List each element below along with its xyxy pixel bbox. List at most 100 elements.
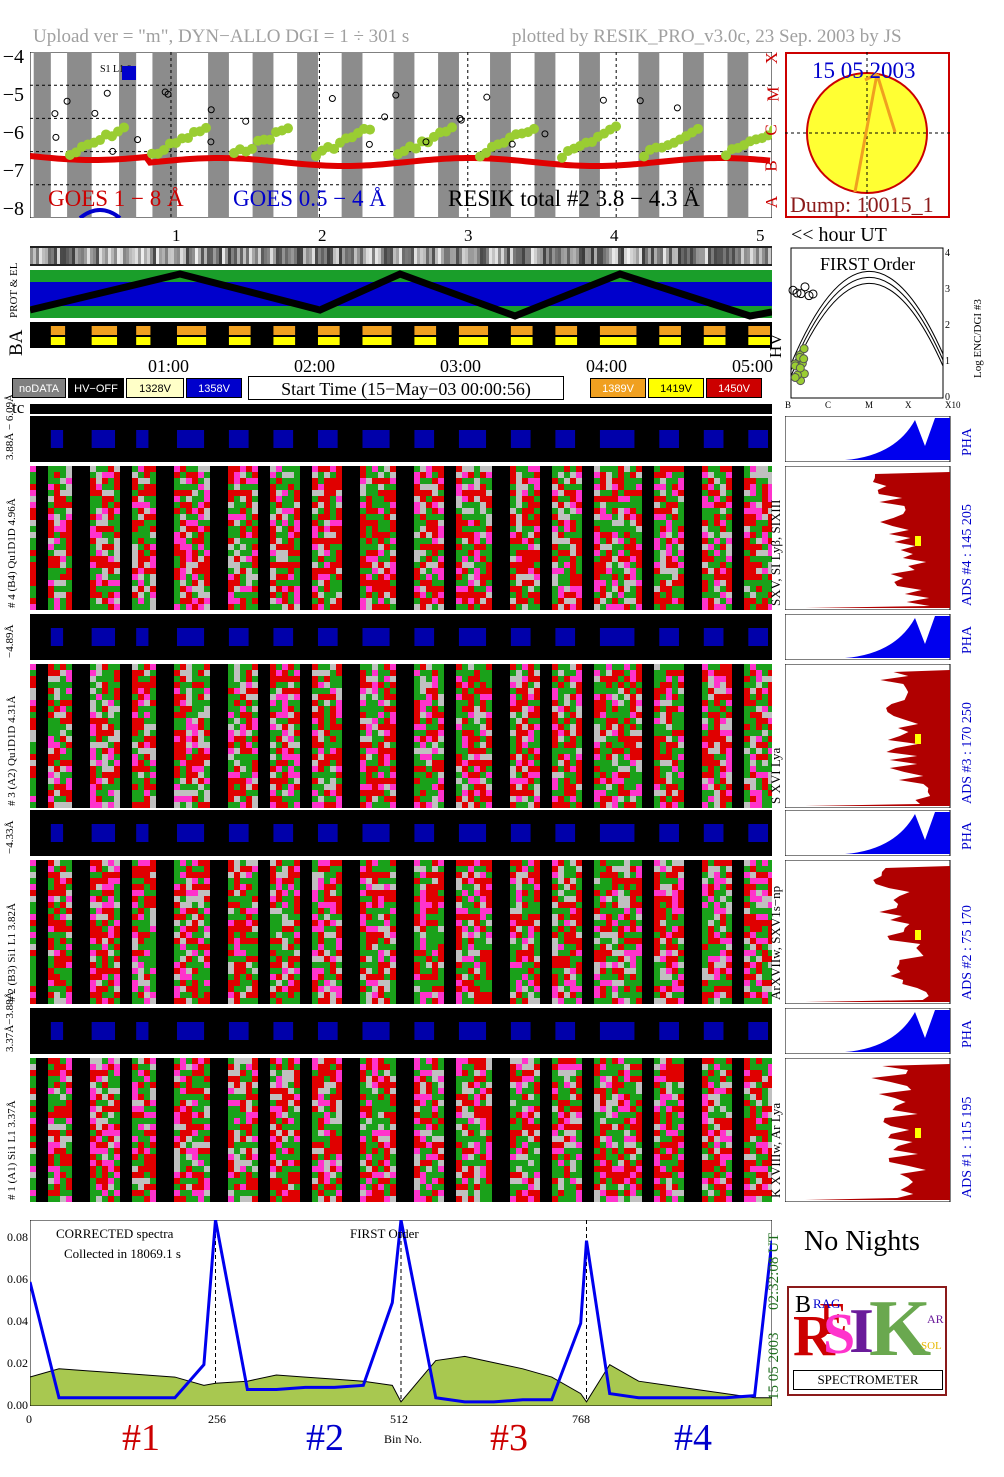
spectrogram-cell bbox=[510, 766, 516, 772]
spectrogram-cell bbox=[486, 778, 492, 784]
spectrogram-cell bbox=[522, 694, 528, 700]
spectrogram-cell bbox=[108, 688, 114, 694]
spectrogram-cell bbox=[330, 796, 336, 802]
spectrogram-cell bbox=[480, 718, 486, 724]
spectrogram-cell bbox=[624, 694, 630, 700]
spectrogram-cell bbox=[474, 574, 480, 580]
spectrogram-cell bbox=[468, 490, 474, 496]
spectrogram-cell bbox=[96, 784, 102, 790]
spectrogram-cell bbox=[54, 670, 60, 676]
spectrogram-cell bbox=[564, 520, 570, 526]
spectrogram-cell bbox=[756, 556, 762, 562]
spectrogram-cell bbox=[744, 802, 750, 808]
spectrogram-cell bbox=[48, 664, 54, 670]
spectrogram-cell bbox=[102, 742, 108, 748]
spectrogram-cell bbox=[108, 664, 114, 670]
spectrogram-cell bbox=[480, 700, 486, 706]
spectrogram-cell bbox=[486, 706, 492, 712]
spectrogram-cell bbox=[294, 724, 300, 730]
spectrogram-cell bbox=[672, 664, 678, 670]
spectrogram-cell bbox=[438, 484, 444, 490]
spectrogram-cell bbox=[528, 772, 534, 778]
spectrogram-cell bbox=[138, 968, 144, 974]
spectrogram-cell bbox=[108, 974, 114, 980]
prot-el-cell bbox=[174, 248, 177, 264]
spectrogram-cell bbox=[186, 802, 192, 808]
spectrogram-cell bbox=[618, 478, 624, 484]
spectrogram-cell bbox=[192, 598, 198, 604]
spectrogram-cell bbox=[720, 664, 726, 670]
spectrogram-cell bbox=[318, 670, 324, 676]
spectrogram-cell bbox=[48, 682, 54, 688]
spectrogram-cell bbox=[180, 508, 186, 514]
spectrogram-cell bbox=[714, 526, 720, 532]
spectrogram-cell bbox=[336, 682, 342, 688]
spectrogram-cell bbox=[150, 748, 156, 754]
spectrogram-cell bbox=[288, 544, 294, 550]
spectrogram-cell bbox=[672, 484, 678, 490]
spectrogram-cell bbox=[654, 670, 660, 676]
spectrogram-cell bbox=[468, 514, 474, 520]
start-time-box: Start Time (15−May−03 00:00:56) bbox=[248, 376, 564, 400]
spectrogram-cell bbox=[678, 712, 684, 718]
spectrogram-cell bbox=[270, 730, 276, 736]
spectrogram-cell bbox=[60, 472, 66, 478]
prot-el-cell bbox=[348, 248, 351, 264]
spectrogram-cell bbox=[462, 796, 468, 802]
spectrogram-cell bbox=[282, 760, 288, 766]
spectrogram-cell bbox=[624, 592, 630, 598]
spectrogram-cell bbox=[48, 676, 54, 682]
prot-el-cell bbox=[537, 248, 540, 264]
spectrogram-cell bbox=[636, 754, 642, 760]
spectrogram-cell bbox=[108, 526, 114, 532]
fo-open-point bbox=[808, 289, 818, 299]
spectrogram-cell bbox=[180, 526, 186, 532]
spectrogram-cell bbox=[30, 860, 36, 866]
spectrogram-cell bbox=[48, 884, 54, 890]
spectrogram-cell bbox=[534, 598, 540, 604]
spectrogram-cell bbox=[234, 472, 240, 478]
spectrogram-cell bbox=[486, 508, 492, 514]
spectrogram-cell bbox=[762, 562, 768, 568]
spectrogram-cell bbox=[456, 550, 462, 556]
spectrogram-cell bbox=[606, 520, 612, 526]
spectrogram-cell bbox=[312, 664, 318, 670]
spectrogram-cell bbox=[102, 872, 108, 878]
spectrogram-cell bbox=[486, 784, 492, 790]
spectrogram-cell bbox=[132, 712, 138, 718]
spectrogram-cell bbox=[702, 760, 708, 766]
spectrogram-cell bbox=[720, 550, 726, 556]
spectrogram-cell bbox=[480, 574, 486, 580]
spectrogram-cell bbox=[720, 730, 726, 736]
spectrogram-cell bbox=[528, 700, 534, 706]
spectrogram-cell bbox=[324, 538, 330, 544]
spectrogram-cell bbox=[132, 902, 138, 908]
spectrogram-cell bbox=[360, 766, 366, 772]
spectrogram-cell bbox=[114, 950, 120, 956]
spectrogram-cell bbox=[330, 508, 336, 514]
spectrogram-cell bbox=[228, 682, 234, 688]
spectrogram-cell bbox=[30, 790, 36, 796]
prot-el-cell bbox=[189, 248, 192, 264]
spectrogram-cell bbox=[336, 670, 342, 676]
spectrogram-cell bbox=[138, 730, 144, 736]
spectrogram-cell bbox=[186, 544, 192, 550]
spectrogram-cell bbox=[558, 472, 564, 478]
spectrogram-cell bbox=[702, 670, 708, 676]
spectrogram-cell bbox=[330, 550, 336, 556]
spectrogram-cell bbox=[114, 586, 120, 592]
ba-cell-orange bbox=[659, 326, 681, 335]
spectrogram-cell bbox=[426, 586, 432, 592]
spectrogram-cell bbox=[240, 592, 246, 598]
spectrogram-cell bbox=[336, 778, 342, 784]
spectrogram-cell bbox=[276, 670, 282, 676]
spectrogram-cell bbox=[474, 496, 480, 502]
spectrogram-cell bbox=[96, 986, 102, 992]
spectrogram-cell bbox=[432, 514, 438, 520]
spectrogram-cell bbox=[768, 670, 772, 676]
spectrogram-cell bbox=[576, 562, 582, 568]
spectrogram-cell bbox=[276, 592, 282, 598]
spectrogram-cell bbox=[756, 736, 762, 742]
spectrogram-cell bbox=[420, 598, 426, 604]
spectrogram-cell bbox=[462, 472, 468, 478]
